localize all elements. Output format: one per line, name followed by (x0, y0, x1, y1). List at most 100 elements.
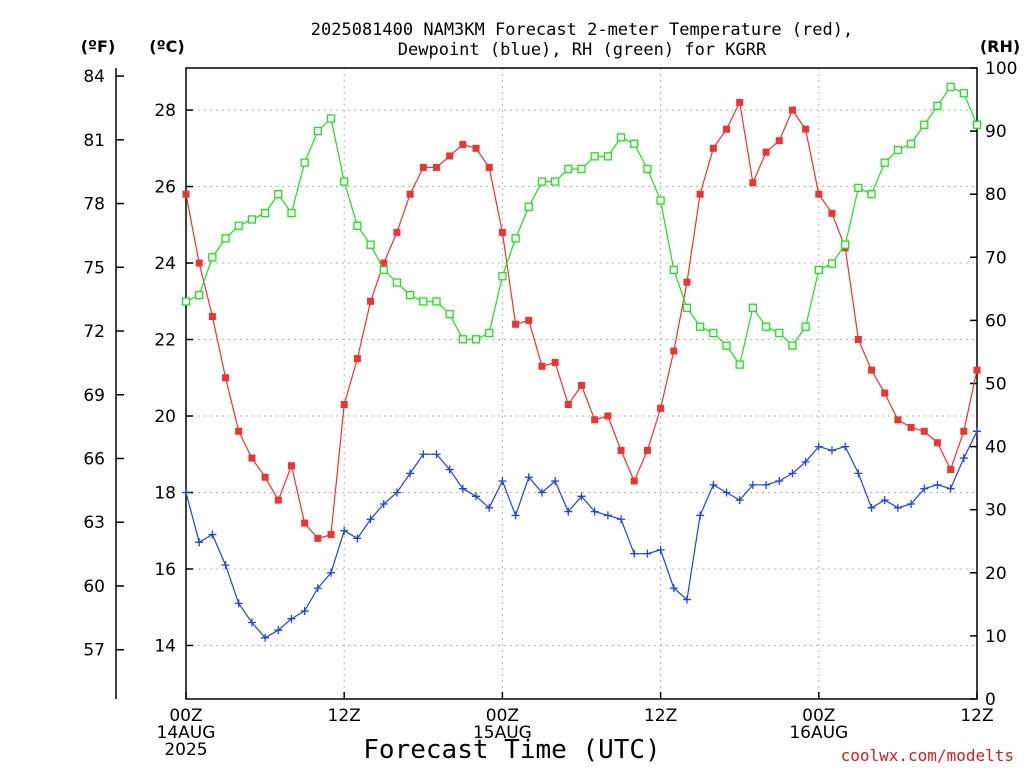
rh-tick-label: 0 (985, 690, 996, 710)
dewpoint-point (748, 480, 757, 489)
dewpoint-point (814, 442, 823, 451)
rh-point (405, 291, 415, 300)
rh-point (775, 328, 784, 338)
rh-point (274, 190, 283, 199)
temperature-point (578, 381, 585, 389)
dewpoint-point (669, 584, 678, 593)
rh-point (893, 145, 903, 155)
rh-point (208, 253, 217, 262)
rh-point (814, 265, 823, 275)
dewpoint-point (458, 484, 467, 493)
temperature-point (393, 228, 401, 236)
rh-point (788, 341, 797, 350)
dewpoint-point (498, 477, 507, 486)
temperature-point (617, 446, 625, 454)
rh-point (234, 221, 243, 230)
temperature-point (630, 477, 638, 485)
dewpoint-point (801, 457, 810, 466)
rh-tick-label: 90 (985, 122, 1007, 142)
temperature-point (736, 98, 744, 106)
dewpoint-point (709, 480, 718, 489)
rh-point (603, 152, 613, 161)
dewpoint-point (946, 484, 955, 493)
rh-point (761, 322, 771, 331)
dewpoint-point (603, 511, 612, 520)
celsius-tick-label: 24 (154, 254, 176, 274)
rh-point (287, 208, 296, 218)
temperature-point (947, 466, 955, 474)
dewpoint-point (419, 450, 428, 459)
dewpoint-point (643, 549, 652, 558)
dewpoint-point (511, 511, 520, 520)
rh-tick-label: 40 (985, 438, 1007, 458)
rh-point (445, 309, 454, 319)
rh-point (946, 82, 955, 92)
dewpoint-series-line (185, 431, 978, 639)
dewpoint-point (247, 618, 256, 627)
dewpoint-point (775, 477, 784, 486)
rh-point (827, 259, 837, 268)
dewpoint-point (788, 469, 797, 478)
dewpoint-point (973, 427, 981, 436)
rh-point (379, 265, 388, 275)
rh-point (959, 89, 968, 98)
dewpoint-point (327, 568, 336, 577)
dewpoint-point (300, 607, 309, 616)
rh-point (972, 120, 982, 129)
dewpoint-point (682, 595, 691, 604)
rh-point (313, 126, 322, 136)
dewpoint-point (959, 454, 968, 463)
rh-point (630, 139, 639, 148)
dewpoint-point (617, 515, 626, 524)
temperature-point (261, 473, 269, 481)
dewpoint-point (564, 507, 573, 516)
temperature-point (723, 125, 731, 133)
dewpoint-point (445, 465, 454, 474)
rh-point (748, 303, 758, 312)
temperature-point (696, 190, 704, 198)
x-tick-label: 12Z (960, 706, 993, 726)
fahrenheit-tick-label: 84 (83, 67, 105, 87)
rh-point (353, 221, 362, 230)
temperature-point (683, 278, 691, 286)
temperature-point (907, 423, 915, 431)
temperature-point (973, 366, 981, 374)
data-series (181, 82, 982, 642)
dewpoint-point (551, 477, 560, 486)
x-tick-label: 16AUG (789, 723, 848, 743)
celsius-tick-label: 22 (154, 331, 176, 351)
temperature-point (815, 190, 823, 198)
rh-point (392, 278, 402, 287)
dewpoint-point (261, 633, 270, 642)
temperature-point (775, 137, 783, 145)
rh-point (854, 183, 863, 193)
rh-point (419, 297, 428, 306)
rh-point (458, 335, 468, 344)
x-tick-label: 12Z (328, 706, 361, 726)
temperature-point (868, 366, 876, 374)
fahrenheit-tick-label: 60 (83, 577, 105, 597)
rh-point (366, 240, 375, 249)
temperature-point (788, 106, 796, 114)
temperature-point (498, 228, 506, 236)
temperature-point (670, 347, 678, 355)
dewpoint-point (340, 526, 349, 535)
temperature-point (274, 496, 282, 504)
dewpoint-point (221, 561, 230, 570)
credit-text: coolwx.com/modelts (841, 746, 1014, 765)
dewpoint-point (313, 584, 322, 593)
rh-tick-label: 30 (985, 501, 1007, 521)
dewpoint-point (722, 488, 731, 497)
dewpoint-point (907, 499, 916, 508)
fahrenheit-tick-label: 69 (83, 386, 105, 406)
rh-point (906, 139, 916, 148)
dewpoint-point (867, 503, 876, 512)
dewpoint-point (577, 492, 586, 501)
temperature-point (538, 362, 546, 370)
dewpoint-point (274, 626, 283, 635)
temperature-point (591, 416, 599, 424)
rh-point (735, 360, 744, 369)
dewpoint-point (287, 614, 296, 623)
temperature-point (933, 439, 941, 447)
